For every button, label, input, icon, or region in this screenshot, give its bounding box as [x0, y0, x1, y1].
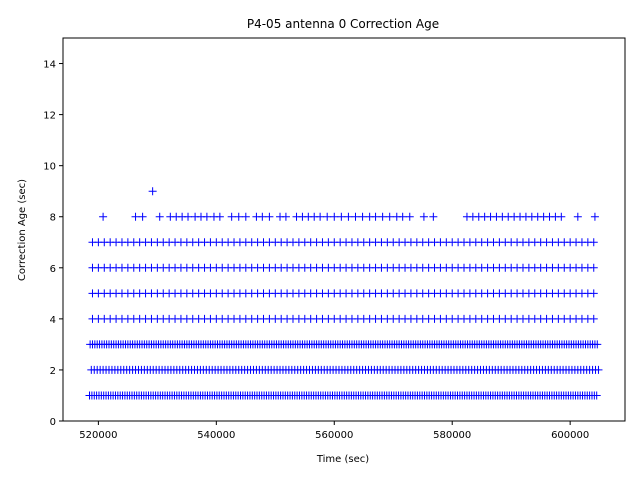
data-point — [241, 212, 250, 221]
y-tick-label: 14 — [43, 60, 56, 71]
data-point — [592, 391, 601, 400]
x-tick-label: 520000 — [79, 430, 117, 441]
series-y6 — [88, 263, 598, 272]
data-point — [398, 212, 407, 221]
y-tick-label: 8 — [50, 213, 56, 224]
data-point — [589, 314, 598, 323]
y-tick-label: 4 — [50, 315, 56, 326]
data-point — [281, 212, 290, 221]
y-axis-title: Correction Age (sec) — [17, 179, 28, 281]
data-point — [557, 212, 566, 221]
data-point — [316, 212, 325, 221]
data-point — [593, 340, 602, 349]
x-tick-label: 540000 — [197, 430, 235, 441]
data-point — [323, 212, 332, 221]
data-point — [258, 212, 267, 221]
data-point — [138, 212, 147, 221]
data-markers — [85, 187, 603, 400]
data-point — [131, 212, 140, 221]
axes: 520000 540000 560000 580000 600000 0 2 4 6 8 10 12 1… — [43, 37, 626, 441]
data-point — [378, 212, 387, 221]
series-y8 — [99, 212, 599, 221]
data-point — [155, 212, 164, 221]
data-point — [385, 212, 394, 221]
data-point — [594, 365, 603, 374]
y-tick-label: 0 — [50, 417, 56, 428]
data-point — [227, 212, 236, 221]
data-point — [265, 212, 274, 221]
data-point — [589, 263, 598, 272]
data-point — [429, 212, 438, 221]
data-point — [573, 212, 582, 221]
x-tick-label: 600000 — [551, 430, 589, 441]
data-point — [358, 212, 367, 221]
data-point — [590, 212, 599, 221]
data-point — [215, 212, 224, 221]
data-point — [184, 212, 193, 221]
data-point — [99, 212, 108, 221]
data-point — [589, 238, 598, 247]
series-y4 — [88, 314, 598, 323]
series-y1 — [85, 391, 601, 400]
x-tick-label: 560000 — [315, 430, 353, 441]
data-point — [330, 212, 339, 221]
data-point — [202, 212, 211, 221]
x-tick-label: 580000 — [433, 430, 471, 441]
series-y3 — [86, 340, 602, 349]
data-point — [405, 212, 414, 221]
data-point — [337, 212, 346, 221]
series-y9 — [148, 187, 157, 196]
data-point — [419, 212, 428, 221]
data-point — [371, 212, 380, 221]
data-point — [234, 212, 243, 221]
series-y2 — [87, 365, 603, 374]
data-point — [589, 289, 598, 298]
series-y7 — [88, 238, 598, 247]
data-point — [351, 212, 360, 221]
series-y5 — [88, 289, 598, 298]
y-tick-label: 2 — [50, 366, 56, 377]
y-tick-label: 10 — [43, 162, 56, 173]
x-axis-title: Time (sec) — [316, 454, 369, 465]
y-tick-label: 6 — [50, 264, 56, 275]
data-point — [148, 187, 157, 196]
plot-frame — [62, 37, 626, 422]
chart-title: P4-05 antenna 0 Correction Age — [247, 17, 439, 31]
data-point — [344, 212, 353, 221]
y-tick-label: 12 — [43, 111, 56, 122]
